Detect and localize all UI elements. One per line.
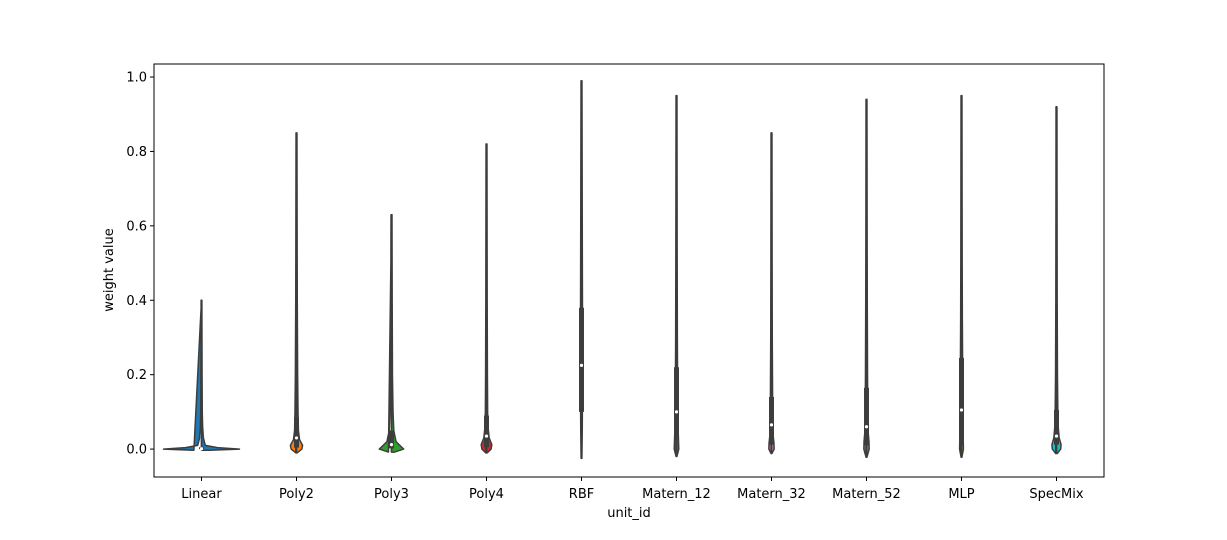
x-tick-label: MLP — [948, 487, 974, 502]
y-axis-label: weight value — [102, 228, 117, 311]
violins-layer — [162, 79, 1062, 460]
violin-body-Poly4 — [480, 143, 493, 454]
violin-body-Linear — [162, 299, 241, 451]
x-axis: Linear Poly2 Poly3 Poly4 RBF Matern_12 Matern_… — [181, 477, 1084, 502]
violin-median-RBF — [579, 363, 584, 367]
violin-median-Matern_32 — [769, 423, 774, 427]
x-tick-label: SpecMix — [1029, 487, 1083, 502]
x-tick-label: Matern_12 — [642, 487, 711, 502]
x-tick-label: Linear — [181, 487, 222, 502]
violin-median-Matern_12 — [674, 410, 679, 414]
y-tick-label: 0.6 — [126, 219, 147, 234]
y-axis: 0.0 0.2 0.4 0.6 0.8 1.0 — [126, 71, 154, 458]
violin-body-SpecMix — [1051, 106, 1062, 455]
y-tick-label: 0.4 — [126, 294, 147, 309]
x-tick-label: Poly4 — [469, 487, 504, 502]
violin-median-Poly3 — [389, 443, 394, 447]
x-tick-label: Matern_32 — [737, 487, 806, 502]
y-tick-label: 0.2 — [126, 368, 147, 383]
violin-median-Matern_52 — [864, 425, 869, 429]
violin-median-Poly2 — [294, 436, 299, 440]
x-tick-label: Poly2 — [279, 487, 314, 502]
violin-median-Poly4 — [484, 434, 489, 438]
y-tick-label: 0.0 — [126, 443, 147, 458]
x-tick-label: Poly3 — [374, 487, 409, 502]
plot-frame — [153, 63, 1105, 478]
y-tick-label: 1.0 — [126, 71, 147, 86]
x-axis-label: unit_id — [607, 506, 651, 521]
y-tick-label: 0.8 — [126, 145, 147, 160]
x-tick-label: RBF — [569, 487, 594, 502]
x-tick-label: Matern_52 — [832, 487, 901, 502]
violin-body-Poly3 — [378, 213, 405, 453]
violin-body-Poly2 — [289, 132, 304, 454]
violin-median-Linear — [199, 447, 204, 451]
violin-median-SpecMix — [1054, 434, 1059, 438]
violin-median-MLP — [959, 408, 964, 412]
